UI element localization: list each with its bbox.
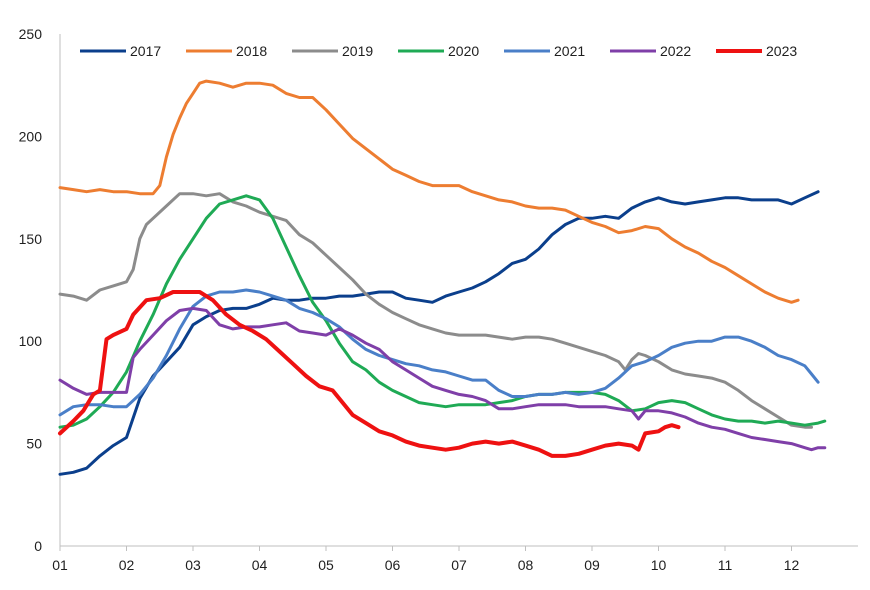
series-line-2022 — [58, 306, 827, 452]
y-tick-label: 100 — [19, 333, 43, 349]
series-line-2020 — [58, 194, 827, 429]
legend: 2017 2018 2019 2020 2021 2022 2023 — [80, 43, 797, 59]
y-tick-label: 200 — [19, 128, 43, 144]
y-tick-label: 50 — [26, 436, 42, 452]
x-tick-label: 03 — [185, 557, 201, 573]
series-lines — [58, 79, 827, 476]
x-tick-label: 12 — [784, 557, 800, 573]
y-tick-label: 250 — [19, 26, 43, 42]
y-tick-label: 150 — [19, 231, 43, 247]
x-tick-label: 07 — [451, 557, 467, 573]
legend-label-2021: 2021 — [554, 43, 585, 59]
y-tick-label: 0 — [34, 538, 42, 554]
x-tick-label: 08 — [518, 557, 534, 573]
legend-label-2023: 2023 — [766, 43, 797, 59]
y-axis-ticks: 0 50 100 150 200 250 — [19, 26, 43, 554]
x-tick-label: 01 — [52, 557, 68, 573]
x-tick-label: 11 — [718, 557, 733, 573]
x-tick-label: 02 — [119, 557, 135, 573]
series-line-2018 — [58, 79, 800, 304]
series-line-2021 — [58, 288, 820, 417]
legend-label-2020: 2020 — [448, 43, 479, 59]
x-tick-label: 10 — [651, 557, 667, 573]
series-line-2019 — [58, 192, 813, 429]
series-line-2017 — [58, 190, 820, 476]
legend-label-2017: 2017 — [130, 43, 161, 59]
x-tick-label: 04 — [252, 557, 268, 573]
x-tick-label: 09 — [584, 557, 600, 573]
x-tick-label: 06 — [385, 557, 401, 573]
legend-label-2019: 2019 — [342, 43, 373, 59]
legend-label-2018: 2018 — [236, 43, 267, 59]
x-axis-ticks: 01 02 03 04 05 06 07 08 09 10 11 12 — [52, 546, 799, 573]
legend-label-2022: 2022 — [660, 43, 691, 59]
series-line-2023 — [58, 290, 681, 458]
x-tick-label: 05 — [318, 557, 334, 573]
